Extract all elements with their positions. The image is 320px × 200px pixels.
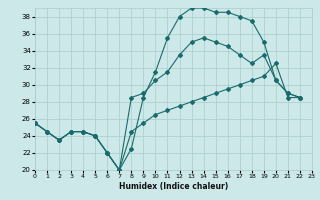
- X-axis label: Humidex (Indice chaleur): Humidex (Indice chaleur): [119, 182, 228, 191]
